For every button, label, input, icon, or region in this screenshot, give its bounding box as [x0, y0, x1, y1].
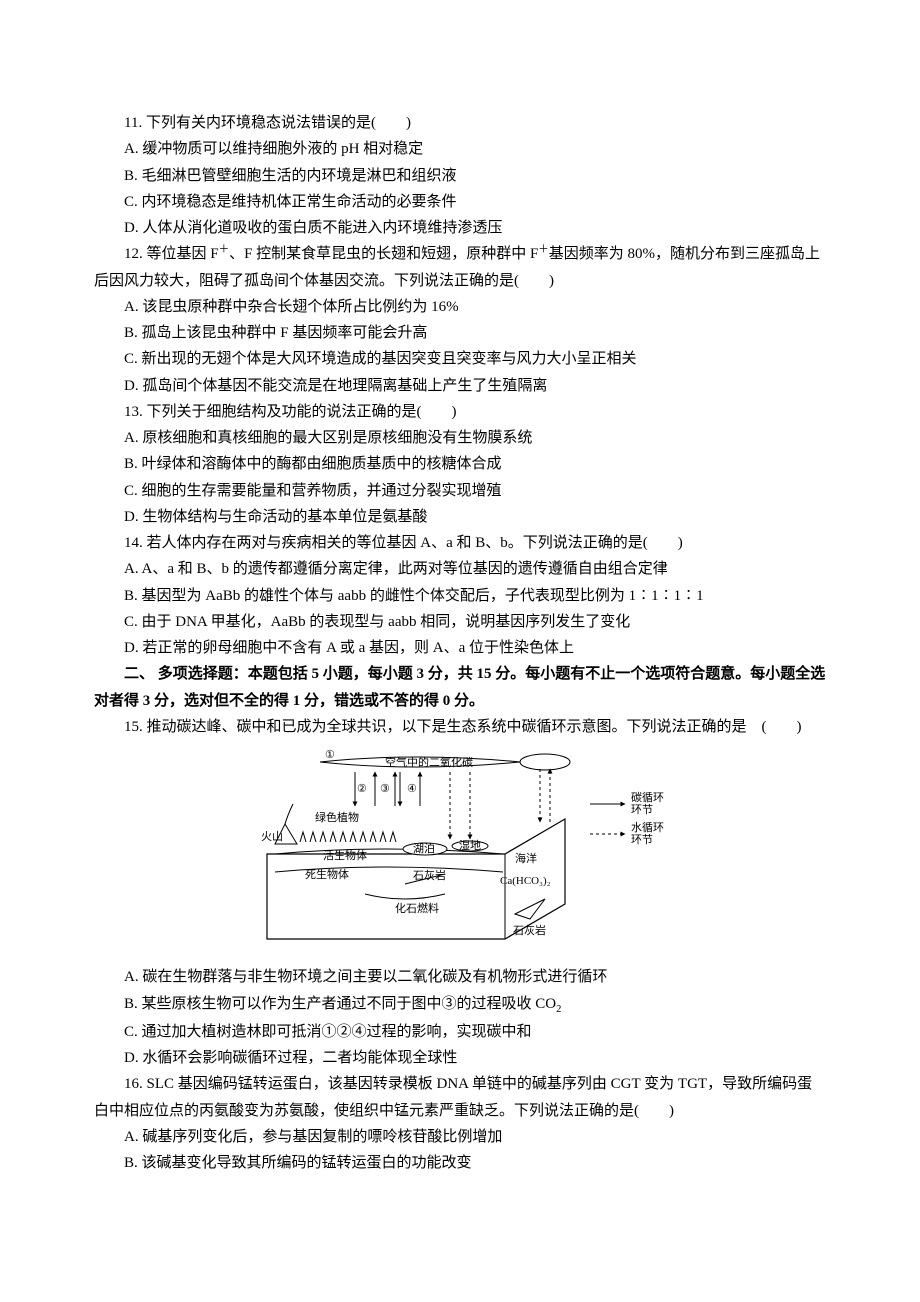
- q15-stem-post: ): [797, 719, 802, 735]
- q13-stem-pre: 13. 下列关于细胞结构及功能的说法正确的是(: [124, 404, 422, 420]
- q15-stem-pre: 15. 推动碳达峰、碳中和已成为全球共识，以下是生态系统中碳循环示意图。下列说法…: [124, 719, 767, 735]
- fig-dead: 死生物体: [305, 867, 349, 881]
- fig-cahco3: Ca(HCO₃)₂: [500, 875, 551, 887]
- q12-mid1: 、F 控制某食草昆虫的长翅和短翅，原种群中 F: [229, 246, 538, 262]
- q11-opt-d: D. 人体从消化道吸收的蛋白质不能进入内环境维持渗透压: [94, 215, 826, 241]
- q11-opt-a: A. 缓冲物质可以维持细胞外液的 pH 相对稳定: [94, 136, 826, 162]
- q12-opt-a: A. 该昆虫原种群中杂合长翅个体所占比例约为 16%: [94, 294, 826, 320]
- q11-stem: 11. 下列有关内环境稳态说法错误的是( ): [94, 110, 826, 136]
- q13-stem: 13. 下列关于细胞结构及功能的说法正确的是( ): [94, 399, 826, 425]
- fig-live: 活生物体: [323, 848, 367, 862]
- fig-air-label: 空气中的二氧化碳: [385, 755, 473, 769]
- fig-legend-water: 水循环环节: [631, 821, 664, 846]
- q16-stem: 16. SLC 基因编码锰转运蛋白，该基因转录模板 DNA 单链中的碱基序列由 …: [94, 1071, 826, 1124]
- q14-opt-b: B. 基因型为 AaBb 的雄性个体与 aabb 的雌性个体交配后，子代表现型比…: [94, 583, 826, 609]
- q14-opt-c: C. 由于 DNA 甲基化，AaBb 的表现型与 aabb 相同，说明基因序列发…: [94, 609, 826, 635]
- q11-stem-pre: 11. 下列有关内环境稳态说法错误的是(: [124, 115, 376, 131]
- q11-opt-c: C. 内环境稳态是维持机体正常生命活动的必要条件: [94, 189, 826, 215]
- q15-opt-b: B. 某些原核生物可以作为生产者通过不同于图中③的过程吸收 CO2: [94, 991, 826, 1019]
- q12-sup1: ＋: [219, 244, 230, 255]
- carbon-cycle-diagram: 空气中的二氧化碳 ① ② ③ ④ 火山 绿色植物 活生物体 死生物体 湖泊 湿地…: [245, 744, 675, 949]
- q14-opt-a: A. A、a 和 B、b 的遗传都遵循分离定律，此两对等位基因的遗传遵循自由组合…: [94, 556, 826, 582]
- q12-stem-post: ): [549, 273, 554, 289]
- q12-opt-c: C. 新出现的无翅个体是大风环境造成的基因突变且突变率与风力大小呈正相关: [94, 346, 826, 372]
- q14-stem-post: ): [678, 535, 683, 551]
- q13-stem-post: ): [452, 404, 457, 420]
- fig-n4: ④: [407, 783, 417, 795]
- q16-opt-a: A. 碱基序列变化后，参与基因复制的嘌呤核苷酸比例增加: [94, 1124, 826, 1150]
- q16-opt-b: B. 该碱基变化导致其所编码的锰转运蛋白的功能改变: [94, 1150, 826, 1176]
- q13-opt-b: B. 叶绿体和溶酶体中的酶都由细胞质基质中的核糖体合成: [94, 451, 826, 477]
- q15-opt-b-sub: 2: [556, 1004, 561, 1015]
- q12-opt-b: B. 孤岛上该昆虫种群中 F 基因频率可能会升高: [94, 320, 826, 346]
- q12-stem: 12. 等位基因 F＋、F 控制某食草昆虫的长翅和短翅，原种群中 F＋基因频率为…: [94, 241, 826, 294]
- fig-lake: 湖泊: [413, 842, 435, 855]
- fig-ocean: 海洋: [515, 851, 537, 865]
- q16-stem-post: ): [669, 1103, 674, 1119]
- q13-opt-d: D. 生物体结构与生命活动的基本单位是氨基酸: [94, 504, 826, 530]
- q12-stem-pre: 12. 等位基因 F: [124, 246, 219, 262]
- q13-opt-c: C. 细胞的生存需要能量和营养物质，并通过分裂实现增殖: [94, 478, 826, 504]
- fig-fossil: 化石燃料: [395, 901, 439, 915]
- q14-stem-pre: 14. 若人体内存在两对与疾病相关的等位基因 A、a 和 B、b。下列说法正确的…: [124, 535, 648, 551]
- q11-opt-b: B. 毛细淋巴管壁细胞生活的内环境是淋巴和组织液: [94, 163, 826, 189]
- q12-opt-d: D. 孤岛间个体基因不能交流是在地理隔离基础上产生了生殖隔离: [94, 373, 826, 399]
- fig-legend-carbon: 碳循环环节: [631, 790, 664, 816]
- q15-opt-a: A. 碳在生物群落与非生物环境之间主要以二氧化碳及有机物形式进行循环: [94, 964, 826, 990]
- q15-opt-b-pre: B. 某些原核生物可以作为生产者通过不同于图中③的过程吸收 CO: [124, 996, 556, 1012]
- q14-opt-d: D. 若正常的卵母细胞中不含有 A 或 a 基因，则 A、a 位于性染色体上: [94, 635, 826, 661]
- fig-n2: ②: [357, 783, 367, 795]
- q11-stem-post: ): [406, 115, 411, 131]
- q14-stem: 14. 若人体内存在两对与疾病相关的等位基因 A、a 和 B、b。下列说法正确的…: [94, 530, 826, 556]
- q12-sup2: ＋: [538, 244, 549, 255]
- q15-opt-c: C. 通过加大植树造林即可抵消①②④过程的影响，实现碳中和: [94, 1019, 826, 1045]
- fig-n3: ③: [380, 783, 390, 795]
- fig-lime2: 石灰岩: [513, 923, 546, 937]
- section2-header: 二、 多项选择题：本题包括 5 小题，每小题 3 分，共 15 分。每小题有不止…: [94, 661, 826, 714]
- q15-figure: 空气中的二氧化碳 ① ② ③ ④ 火山 绿色植物 活生物体 死生物体 湖泊 湿地…: [94, 744, 826, 958]
- q16-stem-pre: 16. SLC 基因编码锰转运蛋白，该基因转录模板 DNA 单链中的碱基序列由 …: [94, 1076, 812, 1118]
- fig-volcano: 火山: [261, 830, 283, 843]
- fig-plant: 绿色植物: [315, 810, 359, 824]
- fig-n1: ①: [325, 749, 335, 761]
- q15-stem: 15. 推动碳达峰、碳中和已成为全球共识，以下是生态系统中碳循环示意图。下列说法…: [94, 714, 826, 740]
- fig-swamp: 湿地: [459, 839, 481, 852]
- q13-opt-a: A. 原核细胞和真核细胞的最大区别是原核细胞没有生物膜系统: [94, 425, 826, 451]
- q15-opt-d: D. 水循环会影响碳循环过程，二者均能体现全球性: [94, 1045, 826, 1071]
